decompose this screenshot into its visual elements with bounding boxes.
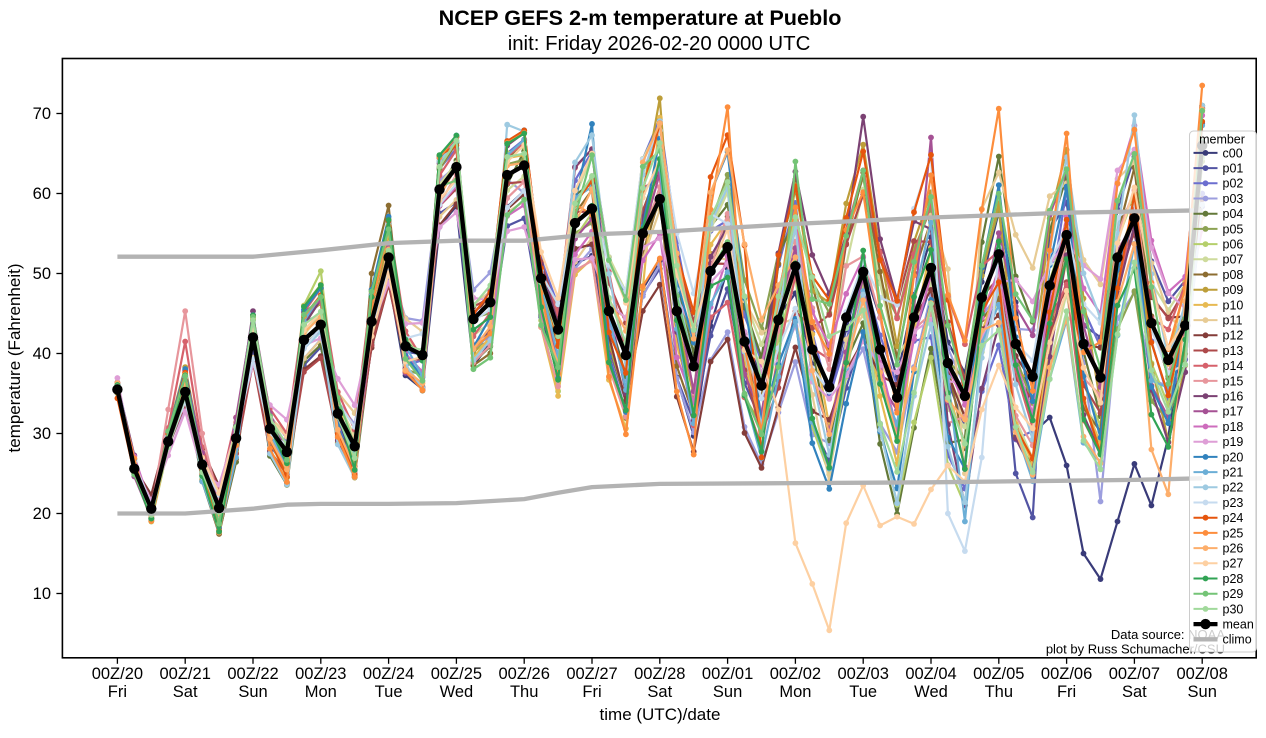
svg-text:00Z/25: 00Z/25: [431, 665, 482, 683]
svg-text:init: Friday 2026-02-20 0000 U: init: Friday 2026-02-20 0000 UTC: [508, 33, 811, 55]
svg-text:00Z/04: 00Z/04: [905, 665, 956, 683]
svg-text:00Z/05: 00Z/05: [973, 665, 1024, 683]
svg-text:p15: p15: [1223, 374, 1244, 388]
svg-text:Mon: Mon: [305, 683, 337, 701]
svg-text:p05: p05: [1223, 222, 1244, 236]
svg-text:Sat: Sat: [173, 683, 198, 701]
svg-text:00Z/07: 00Z/07: [1109, 665, 1160, 683]
svg-text:p11: p11: [1223, 314, 1243, 328]
svg-text:time (UTC)/date: time (UTC)/date: [600, 705, 721, 724]
svg-text:p17: p17: [1223, 405, 1244, 419]
svg-text:00Z/23: 00Z/23: [295, 665, 346, 683]
svg-text:temperature (Fahrenheit): temperature (Fahrenheit): [5, 264, 24, 453]
svg-text:00Z/20: 00Z/20: [92, 665, 143, 683]
svg-text:p09: p09: [1223, 283, 1244, 297]
svg-text:p22: p22: [1223, 481, 1244, 495]
svg-text:p03: p03: [1223, 192, 1244, 206]
svg-text:p12: p12: [1223, 329, 1244, 343]
svg-text:p29: p29: [1223, 587, 1244, 601]
svg-text:p16: p16: [1223, 390, 1244, 404]
svg-text:00Z/08: 00Z/08: [1177, 665, 1228, 683]
svg-text:p21: p21: [1223, 466, 1244, 480]
svg-text:Tue: Tue: [849, 683, 877, 701]
svg-text:p06: p06: [1223, 238, 1244, 252]
svg-text:NCEP GEFS 2-m temperature at P: NCEP GEFS 2-m temperature at Pueblo: [439, 5, 842, 30]
svg-text:p24: p24: [1223, 511, 1244, 525]
svg-text:Tue: Tue: [375, 683, 403, 701]
svg-text:00Z/03: 00Z/03: [838, 665, 889, 683]
svg-text:p08: p08: [1223, 268, 1244, 282]
svg-text:p07: p07: [1223, 253, 1244, 267]
svg-text:member: member: [1199, 133, 1245, 147]
svg-text:40: 40: [33, 345, 51, 363]
svg-text:00Z/01: 00Z/01: [702, 665, 753, 683]
svg-text:Sun: Sun: [1188, 683, 1217, 701]
svg-text:plot by Russ Schumacher/CSU: plot by Russ Schumacher/CSU: [1046, 642, 1225, 657]
svg-text:c00: c00: [1223, 146, 1243, 160]
svg-text:p26: p26: [1223, 542, 1244, 556]
svg-text:60: 60: [33, 185, 51, 203]
svg-text:p25: p25: [1223, 526, 1244, 540]
svg-text:p27: p27: [1223, 557, 1244, 571]
svg-text:00Z/27: 00Z/27: [566, 665, 617, 683]
svg-text:00Z/22: 00Z/22: [227, 665, 278, 683]
svg-text:climo: climo: [1223, 633, 1252, 647]
svg-text:70: 70: [33, 105, 51, 123]
svg-text:p19: p19: [1223, 435, 1244, 449]
svg-text:p23: p23: [1223, 496, 1244, 510]
svg-text:10: 10: [33, 585, 51, 603]
svg-text:00Z/24: 00Z/24: [363, 665, 414, 683]
svg-text:p14: p14: [1223, 359, 1244, 373]
svg-text:Wed: Wed: [440, 683, 474, 701]
svg-text:p18: p18: [1223, 420, 1244, 434]
svg-text:Sat: Sat: [1122, 683, 1147, 701]
svg-text:p28: p28: [1223, 572, 1244, 586]
svg-text:50: 50: [33, 265, 51, 283]
svg-text:p10: p10: [1223, 298, 1244, 312]
svg-text:00Z/28: 00Z/28: [634, 665, 685, 683]
svg-text:Thu: Thu: [510, 683, 538, 701]
svg-text:mean: mean: [1223, 618, 1254, 632]
svg-text:00Z/26: 00Z/26: [499, 665, 550, 683]
svg-text:20: 20: [33, 505, 51, 523]
svg-text:p04: p04: [1223, 207, 1244, 221]
svg-text:Wed: Wed: [914, 683, 948, 701]
svg-text:p13: p13: [1223, 344, 1244, 358]
svg-text:00Z/02: 00Z/02: [770, 665, 821, 683]
svg-text:Thu: Thu: [985, 683, 1013, 701]
svg-text:00Z/06: 00Z/06: [1041, 665, 1092, 683]
svg-text:Fri: Fri: [1057, 683, 1076, 701]
svg-text:p20: p20: [1223, 450, 1244, 464]
svg-text:Sun: Sun: [713, 683, 742, 701]
svg-text:p02: p02: [1223, 177, 1244, 191]
svg-text:p30: p30: [1223, 602, 1244, 616]
svg-text:Fri: Fri: [582, 683, 601, 701]
svg-text:Sat: Sat: [647, 683, 672, 701]
svg-text:Sun: Sun: [238, 683, 267, 701]
svg-text:00Z/21: 00Z/21: [160, 665, 211, 683]
svg-text:30: 30: [33, 425, 51, 443]
svg-text:Mon: Mon: [779, 683, 811, 701]
svg-text:Fri: Fri: [108, 683, 127, 701]
svg-text:p01: p01: [1223, 162, 1244, 176]
